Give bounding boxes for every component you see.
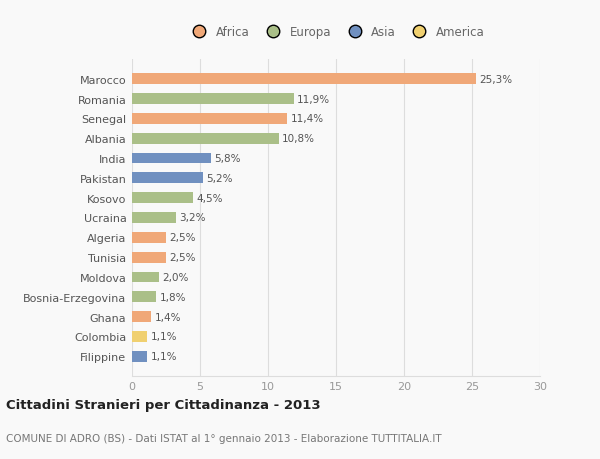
- Bar: [132, 134, 279, 144]
- Bar: [132, 193, 193, 204]
- Text: 1,8%: 1,8%: [160, 292, 187, 302]
- Bar: [132, 153, 211, 164]
- Bar: [132, 331, 147, 342]
- Legend: Africa, Europa, Asia, America: Africa, Europa, Asia, America: [182, 21, 490, 44]
- Bar: [132, 252, 166, 263]
- Text: 1,4%: 1,4%: [154, 312, 181, 322]
- Bar: [132, 351, 147, 362]
- Text: 1,1%: 1,1%: [151, 332, 177, 342]
- Bar: [132, 94, 294, 105]
- Text: 10,8%: 10,8%: [282, 134, 315, 144]
- Bar: [132, 213, 176, 224]
- Bar: [132, 74, 476, 85]
- Bar: [132, 272, 159, 283]
- Text: 4,5%: 4,5%: [197, 193, 223, 203]
- Bar: [132, 312, 151, 322]
- Text: 5,2%: 5,2%: [206, 174, 233, 184]
- Bar: [132, 114, 287, 124]
- Text: 5,8%: 5,8%: [214, 154, 241, 164]
- Bar: [132, 232, 166, 243]
- Bar: [132, 173, 203, 184]
- Text: 11,9%: 11,9%: [297, 94, 331, 104]
- Text: 2,5%: 2,5%: [169, 233, 196, 243]
- Text: 11,4%: 11,4%: [290, 114, 323, 124]
- Text: 25,3%: 25,3%: [479, 74, 512, 84]
- Text: Cittadini Stranieri per Cittadinanza - 2013: Cittadini Stranieri per Cittadinanza - 2…: [6, 398, 320, 412]
- Text: 2,0%: 2,0%: [163, 272, 189, 282]
- Text: COMUNE DI ADRO (BS) - Dati ISTAT al 1° gennaio 2013 - Elaborazione TUTTITALIA.IT: COMUNE DI ADRO (BS) - Dati ISTAT al 1° g…: [6, 433, 442, 442]
- Bar: [132, 292, 157, 302]
- Text: 1,1%: 1,1%: [151, 352, 177, 362]
- Text: 3,2%: 3,2%: [179, 213, 205, 223]
- Text: 2,5%: 2,5%: [169, 252, 196, 263]
